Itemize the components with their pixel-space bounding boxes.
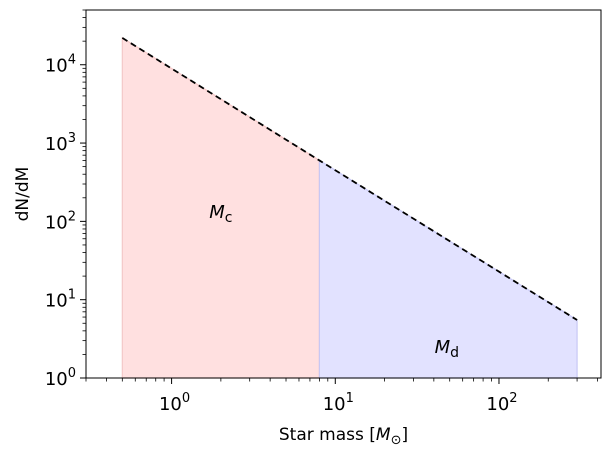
y-axis-label: dN/dM — [13, 167, 33, 222]
x-tick-label: 102 — [486, 391, 517, 415]
y-tick-label: 100 — [45, 366, 76, 390]
region-labels: Mc Md — [209, 202, 459, 361]
y-tick-label: 103 — [45, 131, 76, 155]
region-label-d: Md — [435, 337, 459, 361]
x-axis-label: Star mass [M⊙] — [279, 425, 408, 448]
power-law-line — [121, 37, 578, 321]
regions-layer — [121, 36, 578, 379]
series-layer — [121, 37, 578, 321]
y-tick-label: 101 — [45, 288, 76, 312]
ticks-layer: 100 101 102 100 101 102 103 104 — [45, 9, 598, 415]
plot-frame — [85, 9, 602, 379]
region-label-c: Mc — [209, 202, 232, 226]
x-tick-label: 100 — [159, 391, 190, 415]
y-tick-label: 104 — [45, 53, 76, 77]
x-tick-label: 101 — [323, 391, 354, 415]
y-tick-label: 102 — [45, 209, 76, 233]
